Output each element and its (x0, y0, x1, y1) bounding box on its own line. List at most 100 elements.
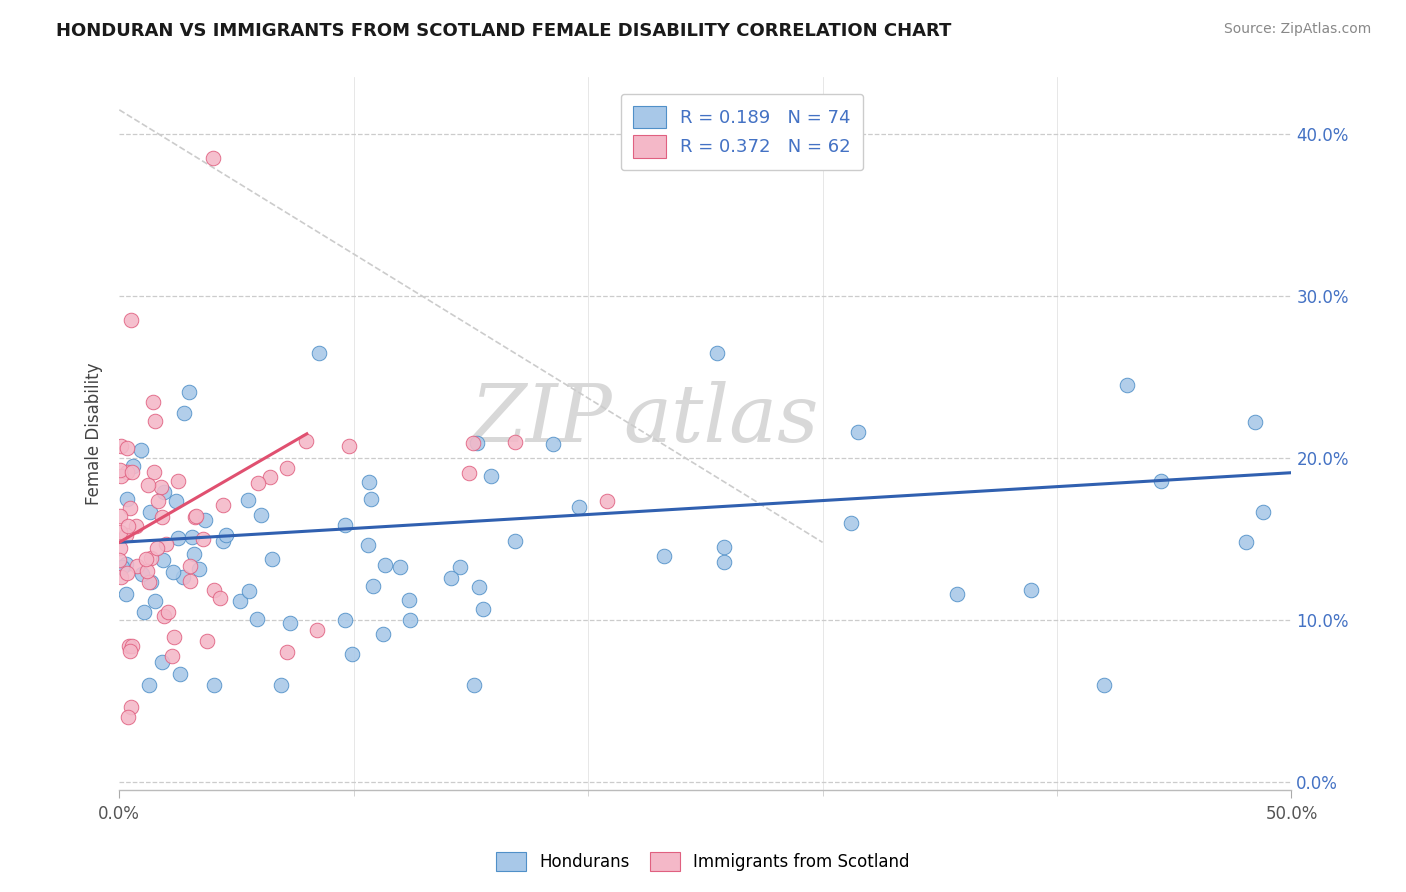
Point (138, 678, 160, 692)
Point (166, 474, 188, 488)
Point (143, 593, 166, 607)
Point (115, 587, 138, 601)
Point (357, 475, 380, 489)
Point (335, 517, 357, 532)
Point (337, 439, 360, 453)
Point (138, 505, 160, 519)
Point (188, 562, 211, 576)
Point (245, 612, 267, 626)
Point (160, 648, 183, 663)
Point (152, 553, 174, 567)
Point (118, 640, 141, 654)
Point (163, 630, 186, 644)
Point (848, 425, 870, 440)
Point (143, 466, 166, 480)
Point (1234, 535, 1257, 549)
Point (191, 533, 214, 547)
Text: ZIP: ZIP (470, 381, 612, 458)
Point (150, 509, 173, 524)
Point (333, 613, 356, 627)
Point (276, 461, 298, 475)
Legend: Hondurans, Immigrants from Scotland: Hondurans, Immigrants from Scotland (488, 843, 918, 880)
Point (212, 534, 235, 549)
Point (236, 492, 259, 507)
Point (398, 613, 420, 627)
Point (173, 406, 195, 420)
Point (250, 508, 273, 522)
Point (503, 434, 526, 449)
Point (121, 459, 143, 474)
Point (180, 530, 202, 544)
Point (457, 466, 479, 480)
Point (120, 699, 142, 714)
Point (117, 465, 139, 479)
Point (479, 469, 502, 483)
Point (108, 541, 131, 555)
Point (194, 513, 217, 527)
Point (259, 470, 281, 484)
Point (115, 492, 138, 507)
Point (162, 566, 184, 580)
Point (167, 531, 190, 545)
Point (503, 534, 526, 549)
Legend: R = 0.189   N = 74, R = 0.372   N = 62: R = 0.189 N = 74, R = 0.372 N = 62 (620, 94, 863, 170)
Point (153, 484, 176, 499)
Point (150, 480, 173, 494)
Point (138, 575, 160, 590)
Point (202, 678, 225, 692)
Point (115, 441, 138, 455)
Point (136, 564, 159, 578)
Point (179, 574, 201, 589)
Point (183, 547, 205, 561)
Point (141, 551, 163, 566)
Point (120, 313, 142, 327)
Point (294, 434, 316, 448)
Point (463, 678, 485, 692)
Point (184, 508, 207, 523)
Point (229, 593, 252, 607)
Point (125, 558, 148, 573)
Point (340, 648, 363, 662)
Point (541, 437, 564, 451)
Point (839, 516, 862, 530)
Point (567, 500, 589, 515)
Point (270, 678, 292, 692)
Point (1150, 474, 1173, 488)
Point (357, 537, 380, 551)
Point (110, 525, 132, 540)
Point (308, 346, 330, 360)
Point (202, 152, 225, 166)
Point (1116, 378, 1139, 392)
Point (129, 442, 152, 457)
Point (150, 655, 173, 669)
Point (202, 583, 225, 598)
Point (440, 571, 463, 585)
Point (115, 566, 138, 581)
Point (596, 494, 619, 508)
Point (305, 624, 328, 638)
Text: HONDURAN VS IMMIGRANTS FROM SCOTLAND FEMALE DISABILITY CORRELATION CHART: HONDURAN VS IMMIGRANTS FROM SCOTLAND FEM… (56, 22, 952, 40)
Point (121, 639, 143, 653)
Point (276, 645, 298, 659)
Point (652, 549, 675, 563)
Point (169, 667, 191, 681)
Point (135, 551, 157, 566)
Point (278, 615, 301, 630)
Point (155, 537, 177, 551)
Point (157, 606, 180, 620)
Point (238, 583, 260, 598)
Point (1251, 505, 1274, 519)
Point (108, 508, 131, 523)
Point (209, 591, 232, 605)
Point (195, 634, 218, 648)
Point (132, 605, 155, 619)
Point (1092, 678, 1115, 692)
Point (131, 567, 153, 582)
Point (172, 570, 194, 584)
Point (463, 435, 485, 450)
Point (108, 552, 131, 566)
Point (713, 555, 735, 569)
Text: atlas: atlas (623, 381, 818, 458)
Point (142, 395, 165, 409)
Point (146, 494, 169, 508)
